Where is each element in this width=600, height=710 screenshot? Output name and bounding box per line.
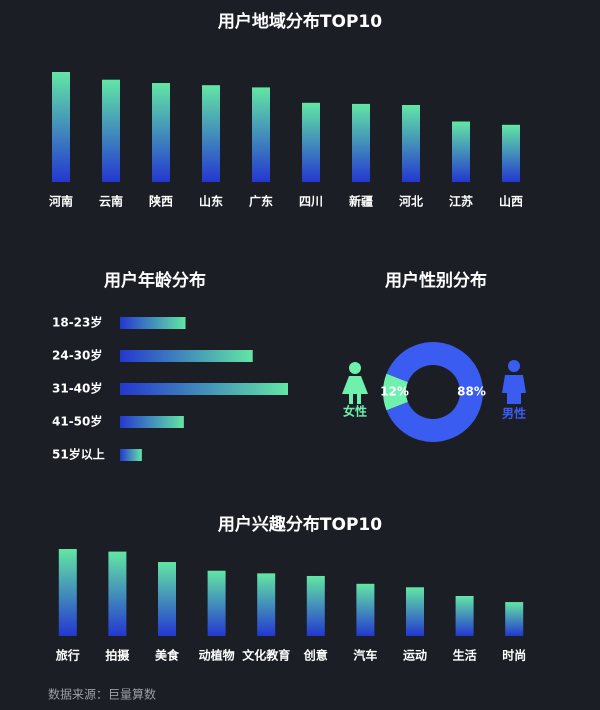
legend-label: 男性 [502, 406, 526, 421]
bar [306, 575, 325, 636]
x-tick-label: 河南 [48, 194, 73, 209]
data-label: 12% [380, 385, 409, 399]
y-tick-label: 31-40岁 [52, 381, 102, 396]
bar [252, 87, 270, 182]
donut-slice [386, 342, 484, 442]
x-tick-label: 动植物 [199, 648, 235, 663]
x-tick-label: 山东 [199, 194, 223, 209]
x-tick-label: 创意 [303, 648, 328, 663]
bar [120, 317, 186, 329]
bar [505, 602, 524, 636]
bar [356, 583, 375, 636]
bar [302, 102, 320, 182]
bar [102, 79, 120, 182]
y-tick-label: 51岁以上 [52, 447, 105, 462]
female-icon [342, 362, 368, 404]
x-tick-label: 汽车 [353, 648, 377, 663]
chart-title: 用户地域分布TOP10 [218, 11, 382, 32]
bar [120, 350, 253, 362]
x-tick-label: 新疆 [349, 194, 373, 209]
bar [452, 121, 470, 182]
x-tick-label: 生活 [453, 648, 477, 663]
bar [52, 72, 70, 182]
x-tick-label: 山西 [499, 194, 523, 209]
bar [402, 105, 420, 182]
bar [152, 83, 170, 182]
x-tick-label: 广东 [249, 194, 273, 209]
bar [158, 562, 176, 636]
x-tick-label: 河北 [398, 194, 423, 209]
x-tick-label: 时尚 [502, 648, 526, 663]
data-label: 88% [457, 385, 486, 399]
bar [120, 416, 184, 428]
bar [406, 587, 424, 636]
x-tick-label: 四川 [299, 195, 323, 209]
x-tick-label: 运动 [403, 649, 427, 663]
y-tick-label: 24-30岁 [52, 348, 102, 363]
y-tick-label: 18-23岁 [52, 315, 102, 330]
bar [257, 573, 276, 636]
bar [455, 595, 474, 636]
chart-title: 用户年龄分布 [104, 270, 206, 291]
x-tick-label: 陕西 [149, 194, 173, 209]
y-tick-label: 41-50岁 [52, 414, 102, 429]
x-tick-label: 江苏 [449, 194, 473, 209]
x-tick-label: 拍摄 [105, 648, 130, 663]
bar [502, 124, 520, 182]
bar [58, 549, 77, 636]
bar [120, 449, 142, 461]
bar [207, 570, 226, 636]
bar [352, 103, 370, 182]
male-icon [502, 360, 526, 404]
x-tick-label: 美食 [155, 648, 180, 663]
x-tick-label: 文化教育 [242, 648, 290, 663]
bar [108, 551, 127, 636]
chart-title: 用户兴趣分布TOP10 [218, 514, 382, 535]
x-tick-label: 云南 [99, 194, 123, 209]
donut-slice [382, 373, 408, 411]
bar [120, 383, 288, 395]
x-tick-label: 旅行 [56, 648, 80, 663]
bar [202, 85, 220, 182]
source-note: 数据来源：巨量算数 [48, 687, 156, 702]
chart-title: 用户性别分布 [385, 270, 487, 291]
legend-label: 女性 [343, 404, 367, 419]
